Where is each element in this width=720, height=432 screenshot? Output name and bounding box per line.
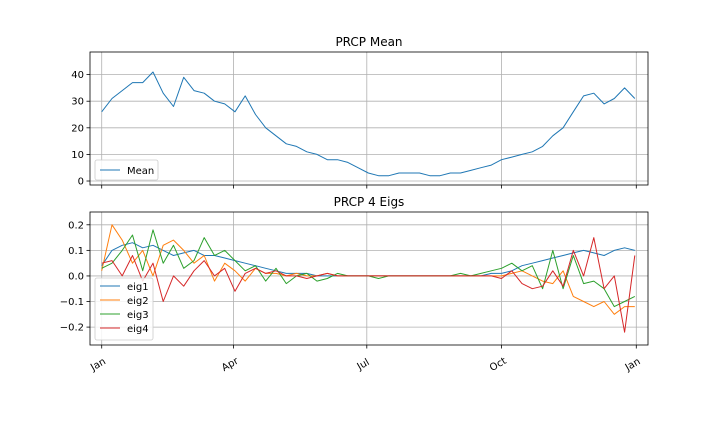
series-line-eig4 [101,237,636,333]
legend-mean: Mean [94,159,159,181]
ytick-label: 20 [71,123,84,134]
ytick-label: 0.1 [68,246,84,257]
ytick-label: −0.1 [60,297,84,308]
plot-frame-mean [89,51,649,186]
legend-eigs: eig1 eig2 eig3 eig4 [94,277,154,341]
legend-label-eig2: eig2 [127,296,149,307]
ytick-label: 30 [71,97,84,108]
legend-label-eig1: eig1 [127,282,149,293]
plot-panel-eigs: PRCP 4 Eigs −0.2−0.10.00.10.2 Jan Apr Jul O… [60,195,649,374]
plot-panel-mean: PRCP Mean 0 10 20 30 40 Mean [71,35,649,189]
legend-label-mean: Mean [127,166,154,177]
legend-box [94,159,159,181]
ytick-label: −0.2 [60,323,84,334]
ytick-label: 40 [71,70,84,81]
ytick-label: 0 [78,177,84,188]
plot-frame-eigs [89,211,649,346]
legend-label-eig4: eig4 [127,324,149,335]
ytick-label: 0.0 [68,271,84,282]
chart-title-mean: PRCP Mean [335,35,402,49]
series-line-Mean [101,71,636,177]
ytick-label: 10 [71,150,84,161]
legend-box [94,277,154,341]
chart-title-eigs: PRCP 4 Eigs [334,195,405,209]
ytick-label: 0.2 [68,220,84,231]
legend-label-eig3: eig3 [127,310,149,321]
